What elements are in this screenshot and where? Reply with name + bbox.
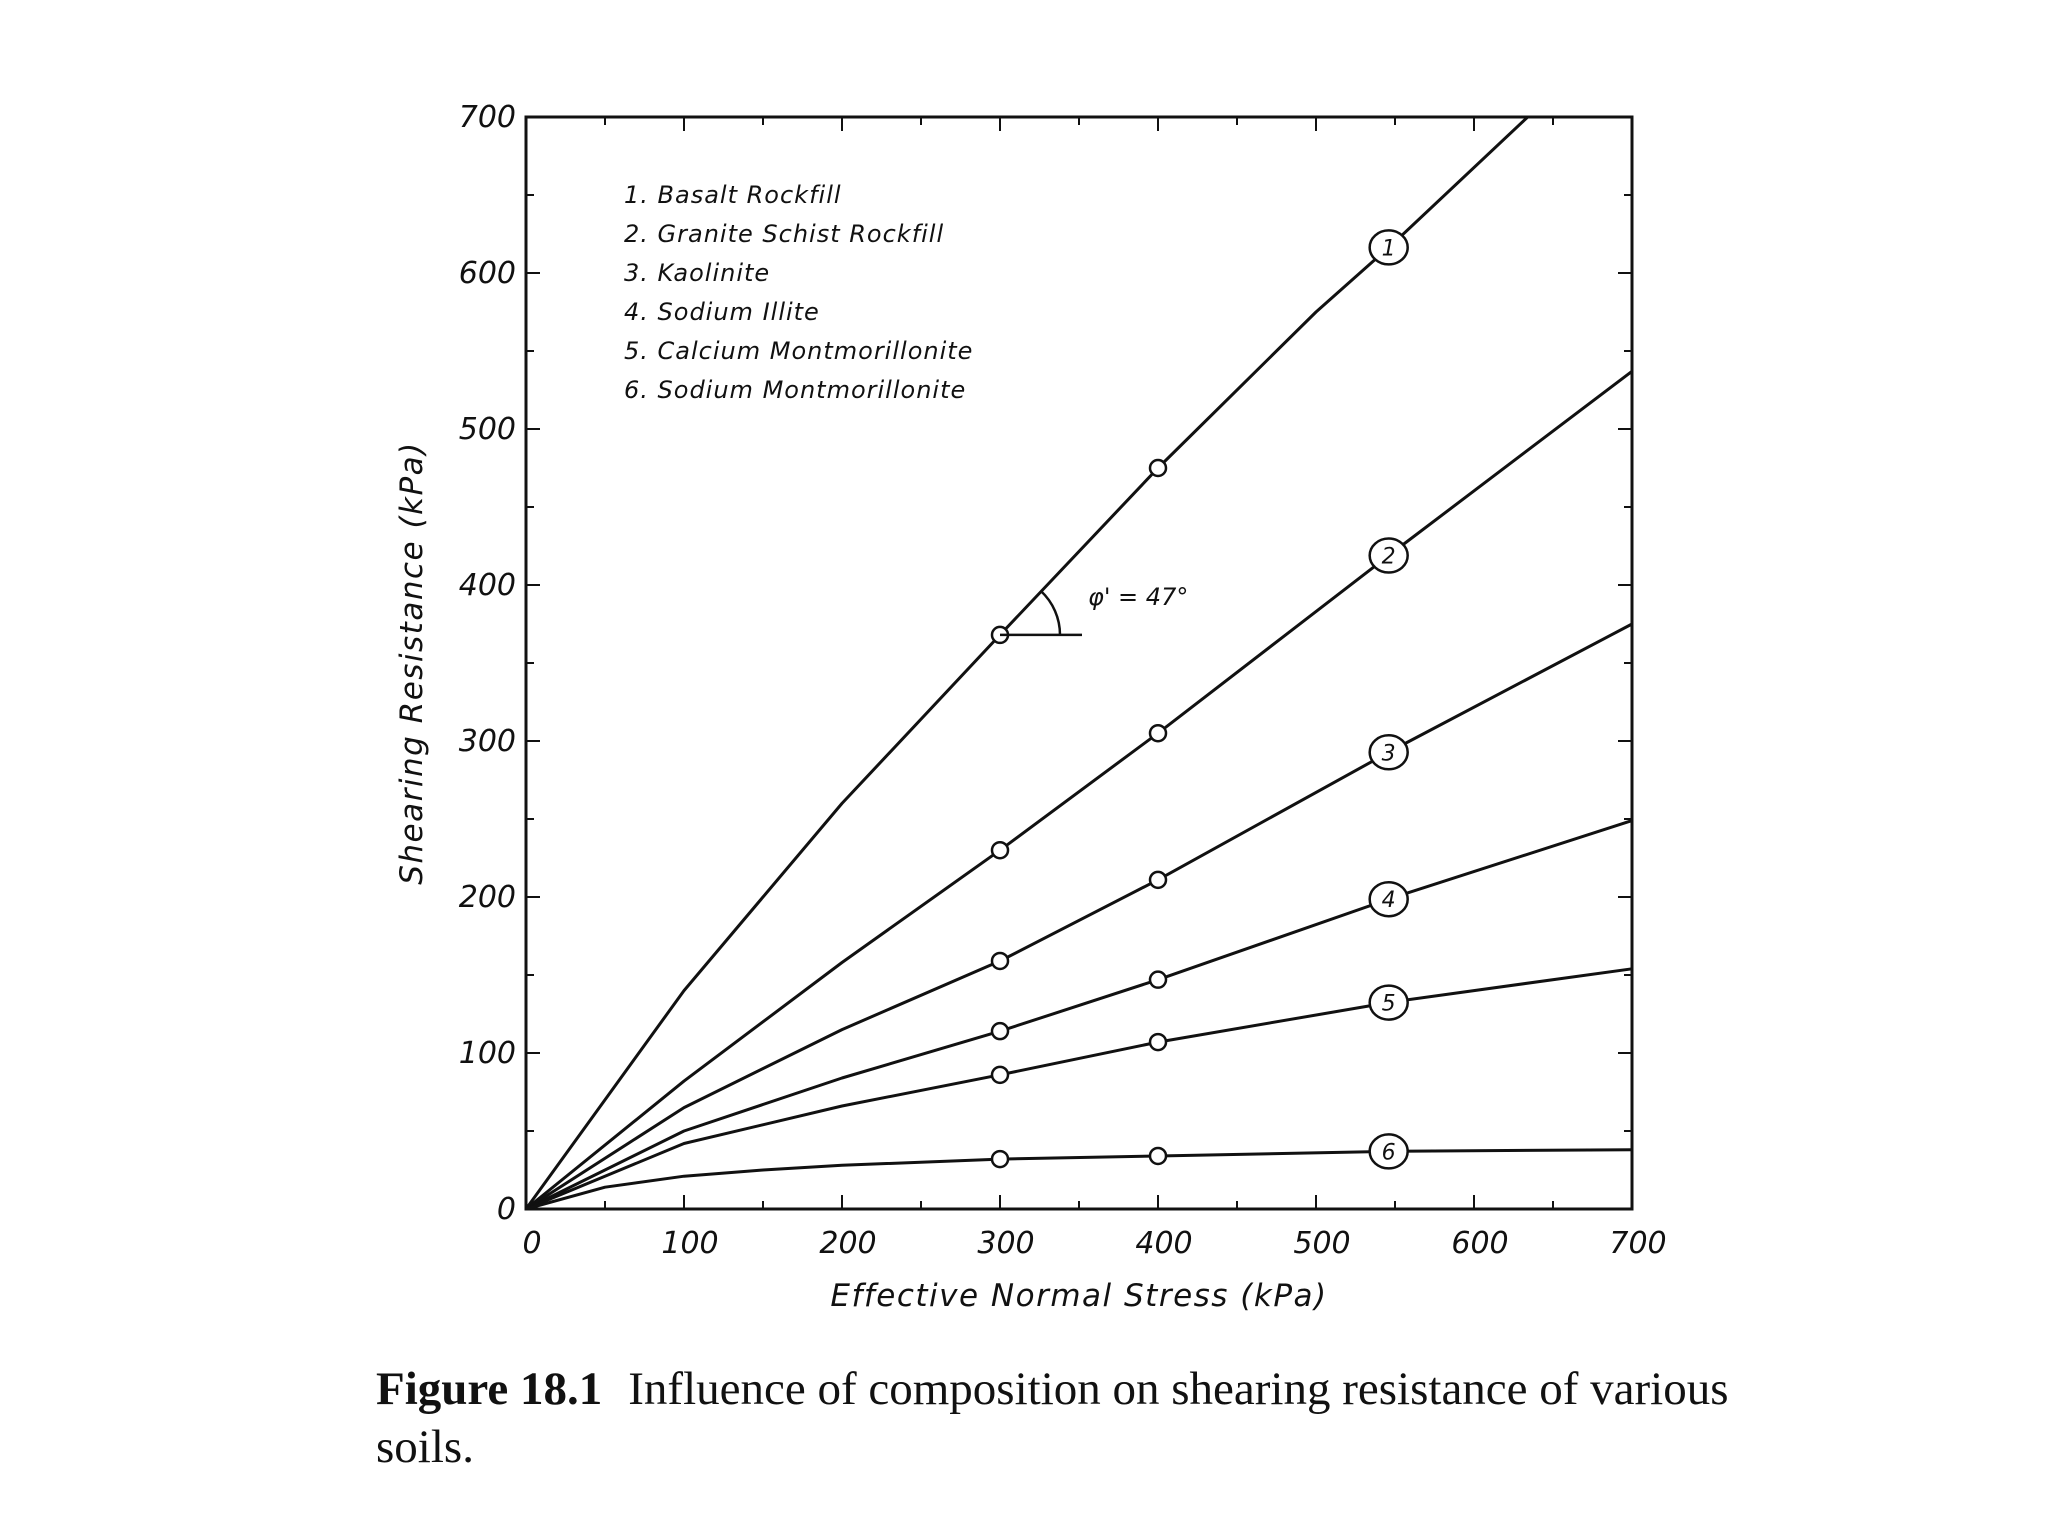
series-line-6 xyxy=(525,1148,1633,1211)
data-point-marker xyxy=(990,1021,1010,1041)
angle-arc xyxy=(1040,590,1062,635)
y-tick-label: 500 xyxy=(459,412,516,447)
series-label-circle xyxy=(1368,537,1409,574)
angle-label: φ' = 47° xyxy=(1088,583,1188,611)
data-point-marker xyxy=(1148,723,1168,743)
series-label-circle xyxy=(1368,229,1409,266)
series-label-circle xyxy=(1368,734,1409,771)
y-tick-label: 300 xyxy=(459,724,516,759)
y-tick-label: 700 xyxy=(459,100,516,135)
x-tick-labels: 0 100 200 300 400 500 600 700 xyxy=(522,1226,1666,1261)
legend: 1. Basalt Rockfill 2. Granite Schist Roc… xyxy=(624,181,973,404)
x-tick-label: 0 xyxy=(522,1226,541,1261)
series-label-circle xyxy=(1368,1133,1409,1170)
x-tick-label: 600 xyxy=(1451,1226,1508,1261)
friction-angle-annotation: φ' = 47° xyxy=(1000,583,1188,637)
x-tick-label: 100 xyxy=(661,1226,718,1261)
data-point-marker xyxy=(1148,1146,1168,1166)
legend-entry-2: 2. Granite Schist Rockfill xyxy=(624,220,944,248)
x-axis-label: Effective Normal Stress (kPa) xyxy=(830,1278,1327,1314)
figure-caption-text: Influence of composition on shearing res… xyxy=(376,1363,1729,1473)
series-label-1: 1 xyxy=(1382,236,1396,261)
data-point-marker xyxy=(1148,870,1168,890)
data-point-marker xyxy=(990,951,1010,971)
series-label-3: 3 xyxy=(1382,741,1396,766)
legend-entry-3: 3. Kaolinite xyxy=(624,259,770,287)
legend-entry-6: 6. Sodium Montmorillonite xyxy=(624,376,966,404)
series-line-3 xyxy=(525,622,1633,1211)
series-label-2: 2 xyxy=(1382,545,1396,570)
y-tick-label: 200 xyxy=(459,880,516,915)
x-tick-label: 300 xyxy=(977,1226,1034,1261)
y-axis-label: Shearing Resistance (kPa) xyxy=(394,441,430,885)
legend-entry-4: 4. Sodium Illite xyxy=(624,298,820,326)
y-tick-label: 400 xyxy=(459,568,516,603)
series-label-4: 4 xyxy=(1382,888,1396,913)
y-tick-labels: 0 100 200 300 400 500 600 700 xyxy=(459,100,516,1227)
figure-caption: Figure 18.1 Influence of composition on s… xyxy=(376,1360,1776,1476)
x-tick-label: 700 xyxy=(1609,1226,1666,1261)
data-point-marker xyxy=(1148,458,1168,478)
x-tick-label: 200 xyxy=(819,1226,876,1261)
series-label-circle xyxy=(1368,880,1409,918)
series-label-6: 6 xyxy=(1382,1140,1396,1165)
y-tick-label: 100 xyxy=(459,1036,516,1071)
data-point-marker xyxy=(990,1149,1010,1169)
series-line-2 xyxy=(525,370,1633,1211)
series-label-5: 5 xyxy=(1382,992,1396,1017)
data-point-marker xyxy=(990,840,1010,860)
legend-entry-5: 5. Calcium Montmorillonite xyxy=(624,337,973,365)
series-labels: 1 2 3 4 5 6 xyxy=(1368,229,1409,1170)
x-tick-label: 400 xyxy=(1135,1226,1192,1261)
x-tick-label: 500 xyxy=(1293,1226,1350,1261)
legend-entry-1: 1. Basalt Rockfill xyxy=(624,181,842,209)
series-markers xyxy=(990,458,1168,1169)
series-label-circle xyxy=(1368,984,1409,1021)
tick-marks xyxy=(525,116,1633,1210)
data-point-marker xyxy=(990,1065,1010,1085)
data-point-marker xyxy=(1148,1032,1168,1052)
figure-number: Figure 18.1 xyxy=(376,1363,603,1415)
y-tick-label: 600 xyxy=(459,256,516,291)
data-point-marker xyxy=(1148,970,1168,989)
y-tick-label: 0 xyxy=(497,1192,516,1227)
